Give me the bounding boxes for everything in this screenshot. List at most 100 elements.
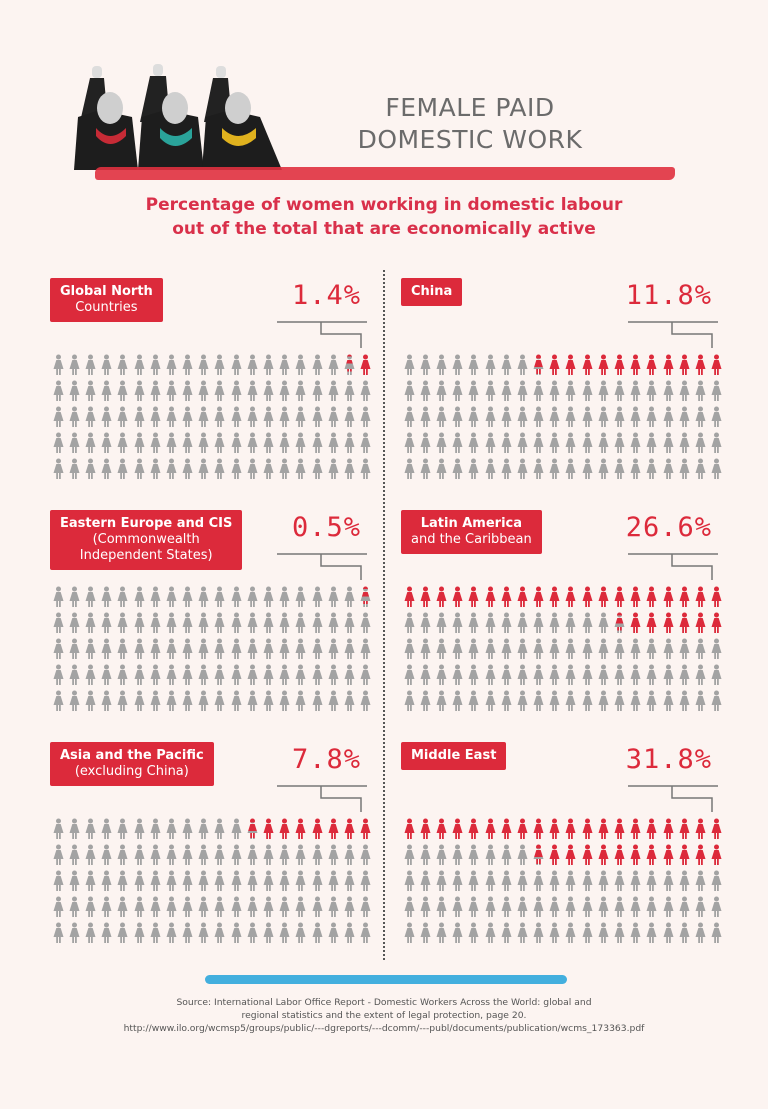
value-label: 26.6% xyxy=(625,512,712,543)
woman-icon xyxy=(277,612,293,634)
woman-icon xyxy=(115,458,131,480)
woman-icon xyxy=(644,432,660,454)
woman-icon xyxy=(293,664,309,686)
woman-icon xyxy=(66,818,82,840)
woman-icon xyxy=(358,690,374,712)
woman-icon xyxy=(709,690,725,712)
woman-icon xyxy=(115,896,131,918)
woman-icon xyxy=(309,612,325,634)
woman-icon xyxy=(277,664,293,686)
woman-icon xyxy=(212,380,228,402)
woman-icon xyxy=(309,664,325,686)
woman-icon xyxy=(131,870,147,892)
woman-icon xyxy=(99,844,115,866)
woman-icon xyxy=(180,432,196,454)
woman-icon-highlighted xyxy=(709,354,725,376)
woman-icon xyxy=(66,406,82,428)
woman-icon xyxy=(115,380,131,402)
icon-row xyxy=(401,586,726,612)
woman-icon xyxy=(692,432,708,454)
woman-icon xyxy=(676,406,692,428)
woman-icon xyxy=(260,354,276,376)
panel: Eastern Europe and CIS (Commonwealth Indep… xyxy=(50,510,375,720)
woman-icon-highlighted xyxy=(660,586,676,608)
woman-icon xyxy=(611,922,627,944)
woman-icon xyxy=(180,922,196,944)
woman-icon xyxy=(433,896,449,918)
woman-icon xyxy=(66,638,82,660)
woman-icon xyxy=(433,690,449,712)
woman-icon-highlighted xyxy=(709,844,725,866)
woman-icon xyxy=(579,432,595,454)
woman-icon xyxy=(147,586,163,608)
woman-icon xyxy=(401,612,417,634)
woman-icon xyxy=(244,406,260,428)
woman-icon xyxy=(433,458,449,480)
woman-icon xyxy=(498,380,514,402)
woman-icon-highlighted xyxy=(293,818,309,840)
woman-icon xyxy=(99,586,115,608)
panel: Asia and the Pacific (excluding China) 7.8… xyxy=(50,742,375,952)
region-label-line: Latin America xyxy=(420,516,523,531)
woman-icon xyxy=(514,638,530,660)
woman-icon xyxy=(660,664,676,686)
woman-icon xyxy=(309,922,325,944)
woman-icon xyxy=(692,458,708,480)
woman-icon xyxy=(293,922,309,944)
woman-icon xyxy=(293,690,309,712)
woman-icon xyxy=(547,612,563,634)
icon-row xyxy=(50,380,375,406)
woman-icon-highlighted xyxy=(709,612,725,634)
bracket-line xyxy=(277,553,367,580)
woman-icon xyxy=(260,896,276,918)
woman-icon-highlighted xyxy=(644,586,660,608)
woman-icon-highlighted xyxy=(676,586,692,608)
woman-icon xyxy=(50,432,66,454)
woman-icon xyxy=(180,690,196,712)
icon-row xyxy=(401,432,726,458)
woman-icon xyxy=(595,896,611,918)
woman-icon xyxy=(228,458,244,480)
woman-icon xyxy=(358,432,374,454)
woman-icon xyxy=(82,638,98,660)
woman-icon xyxy=(180,664,196,686)
woman-icon xyxy=(595,432,611,454)
woman-icon xyxy=(358,380,374,402)
woman-icon xyxy=(628,458,644,480)
woman-icon xyxy=(66,664,82,686)
woman-icon-highlighted xyxy=(611,612,627,634)
woman-icon xyxy=(244,432,260,454)
woman-icon xyxy=(260,638,276,660)
woman-icon xyxy=(50,380,66,402)
region-label-line: (Commonwealth xyxy=(92,532,200,547)
woman-icon xyxy=(212,896,228,918)
region-label-line: China xyxy=(411,284,453,299)
woman-icon xyxy=(595,664,611,686)
icon-grid xyxy=(401,818,726,948)
woman-icon xyxy=(293,896,309,918)
woman-icon-highlighted xyxy=(611,818,627,840)
woman-icon xyxy=(709,638,725,660)
icon-row xyxy=(50,458,375,484)
woman-icon xyxy=(163,458,179,480)
woman-icon-highlighted xyxy=(244,818,260,840)
woman-icon xyxy=(709,922,725,944)
woman-icon xyxy=(358,638,374,660)
value-label: 11.8% xyxy=(625,280,712,311)
woman-icon xyxy=(709,380,725,402)
woman-icon xyxy=(212,458,228,480)
woman-icon-highlighted xyxy=(531,844,547,866)
woman-icon xyxy=(325,380,341,402)
icon-row xyxy=(50,586,375,612)
woman-icon xyxy=(131,638,147,660)
woman-icon xyxy=(482,690,498,712)
woman-icon xyxy=(325,354,341,376)
woman-icon-highlighted xyxy=(644,354,660,376)
woman-icon xyxy=(450,406,466,428)
woman-icon xyxy=(131,586,147,608)
woman-icon xyxy=(147,664,163,686)
woman-icon xyxy=(50,586,66,608)
woman-icon xyxy=(466,432,482,454)
woman-icon xyxy=(498,432,514,454)
woman-icon xyxy=(692,896,708,918)
